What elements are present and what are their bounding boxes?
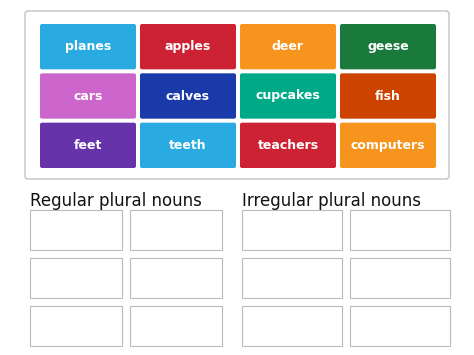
FancyBboxPatch shape [130,306,222,346]
FancyBboxPatch shape [130,258,222,298]
FancyBboxPatch shape [350,306,450,346]
Text: cars: cars [73,89,103,103]
FancyBboxPatch shape [240,24,336,69]
FancyBboxPatch shape [30,210,122,250]
FancyBboxPatch shape [40,24,136,69]
FancyBboxPatch shape [340,123,436,168]
Text: deer: deer [272,40,304,53]
Text: computers: computers [351,139,425,152]
FancyBboxPatch shape [350,210,450,250]
Text: teachers: teachers [257,139,319,152]
FancyBboxPatch shape [130,210,222,250]
FancyBboxPatch shape [240,73,336,119]
FancyBboxPatch shape [30,306,122,346]
FancyBboxPatch shape [350,258,450,298]
FancyBboxPatch shape [240,123,336,168]
FancyBboxPatch shape [242,210,342,250]
Text: geese: geese [367,40,409,53]
FancyBboxPatch shape [140,24,236,69]
FancyBboxPatch shape [242,258,342,298]
FancyBboxPatch shape [40,123,136,168]
FancyBboxPatch shape [140,123,236,168]
Text: calves: calves [166,89,210,103]
Text: Regular plural nouns: Regular plural nouns [30,192,202,210]
FancyBboxPatch shape [242,306,342,346]
Text: feet: feet [74,139,102,152]
FancyBboxPatch shape [140,73,236,119]
FancyBboxPatch shape [30,258,122,298]
FancyBboxPatch shape [340,73,436,119]
Text: apples: apples [165,40,211,53]
Text: cupcakes: cupcakes [255,89,320,103]
Text: Irregular plural nouns: Irregular plural nouns [242,192,421,210]
FancyBboxPatch shape [340,24,436,69]
FancyBboxPatch shape [25,11,449,179]
Text: planes: planes [65,40,111,53]
Text: fish: fish [375,89,401,103]
Text: teeth: teeth [169,139,207,152]
FancyBboxPatch shape [40,73,136,119]
